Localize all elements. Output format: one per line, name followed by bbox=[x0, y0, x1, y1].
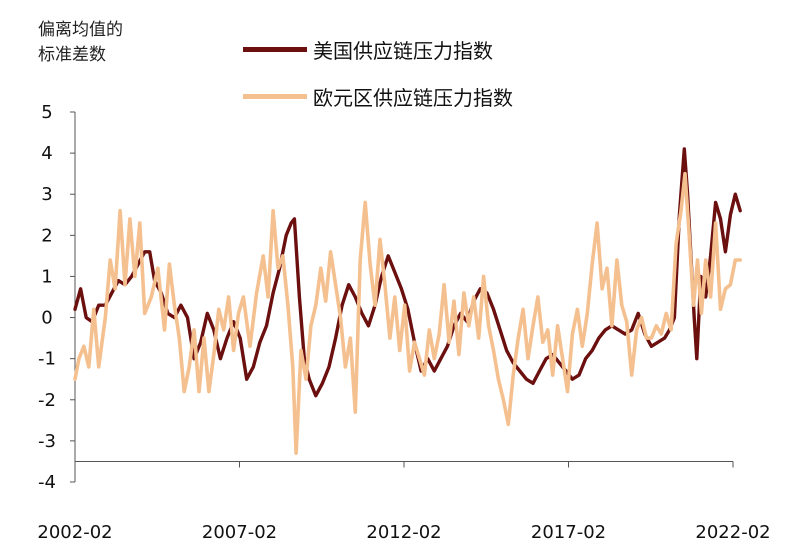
legend-item-euro: 欧元区供应链压力指数 bbox=[243, 73, 513, 120]
y-tick-label: 0 bbox=[41, 308, 52, 329]
x-tick-label: 2022-02 bbox=[695, 522, 770, 543]
y-tick-label: -1 bbox=[38, 349, 56, 370]
legend-item-us: 美国供应链压力指数 bbox=[243, 26, 513, 73]
x-tick-label: 2002-02 bbox=[37, 522, 112, 543]
x-tick-label: 2007-02 bbox=[202, 522, 277, 543]
y-tick-label: 3 bbox=[41, 184, 52, 205]
y-axis-title: 偏离均值的 标准差数 bbox=[38, 20, 123, 65]
legend-swatch-euro bbox=[243, 94, 307, 99]
y-tick-label: 5 bbox=[41, 102, 52, 123]
y-tick-label: -2 bbox=[38, 390, 56, 411]
y-tick-label: -3 bbox=[38, 431, 56, 452]
x-tick-label: 2012-02 bbox=[366, 522, 441, 543]
series-line-euro bbox=[73, 171, 742, 455]
y-tick-label: 1 bbox=[41, 266, 52, 287]
x-tick-label: 2017-02 bbox=[531, 522, 606, 543]
legend-swatch-us bbox=[243, 47, 307, 52]
legend: 美国供应链压力指数 欧元区供应链压力指数 bbox=[243, 26, 513, 120]
legend-label-us: 美国供应链压力指数 bbox=[313, 39, 493, 63]
y-tick-label: 2 bbox=[41, 225, 52, 246]
y-tick-label: -4 bbox=[38, 472, 56, 493]
y-tick-label: 4 bbox=[41, 143, 52, 164]
legend-label-euro: 欧元区供应链压力指数 bbox=[313, 86, 513, 110]
